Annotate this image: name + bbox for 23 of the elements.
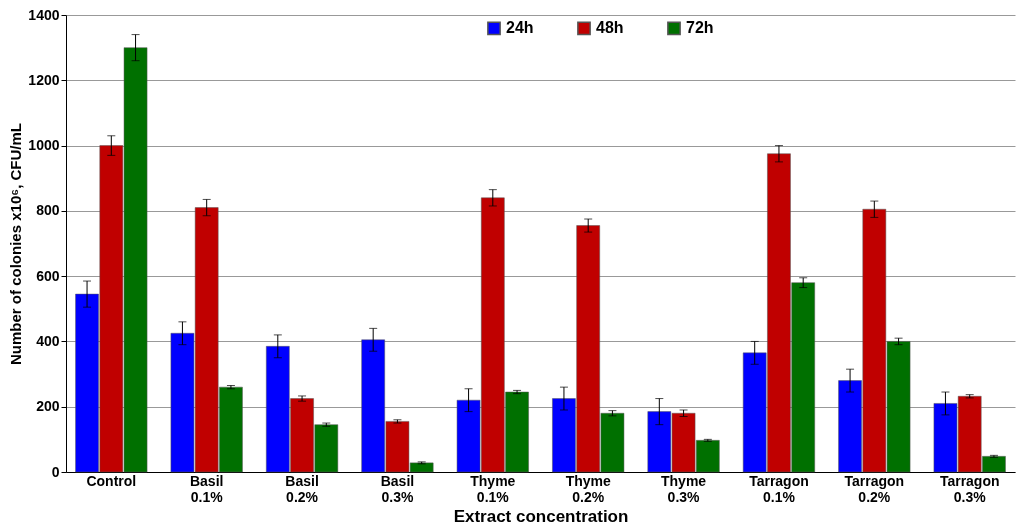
x-tick-label: Tarragon 0.3% bbox=[939, 472, 1000, 505]
legend-label: 48h bbox=[596, 19, 624, 37]
y-tick-label: 600 bbox=[36, 267, 60, 284]
y-tick-label: 400 bbox=[36, 332, 60, 349]
y-axis-title: Number of colonies x10⁶, CFU/mL bbox=[7, 123, 25, 365]
x-tick-label: Control bbox=[86, 472, 137, 489]
x-tick-label: Thyme 0.1% bbox=[470, 472, 516, 505]
y-tick-label: 1000 bbox=[28, 137, 60, 154]
y-tick-label: 800 bbox=[36, 202, 60, 219]
x-tick-label: Basil 0.1% bbox=[189, 472, 224, 505]
x-tick-label: Thyme 0.3% bbox=[661, 472, 707, 505]
x-tick-label: Basil 0.2% bbox=[285, 472, 319, 505]
legend-label: 24h bbox=[506, 19, 534, 37]
x-axis-title: Extract concentration bbox=[453, 506, 629, 526]
y-tick-label: 1400 bbox=[28, 6, 60, 23]
y-tick-label: 200 bbox=[36, 398, 60, 415]
x-tick-label: Tarragon 0.2% bbox=[844, 472, 905, 505]
x-tick-label: Tarragon 0.1% bbox=[749, 472, 809, 505]
y-tick-label: 0 bbox=[51, 463, 60, 480]
y-tick-label: 1200 bbox=[28, 71, 60, 88]
legend-label: 72h bbox=[686, 19, 714, 37]
x-tick-label: Basil 0.3% bbox=[380, 472, 415, 505]
x-tick-label: Thyme 0.2% bbox=[565, 472, 611, 505]
